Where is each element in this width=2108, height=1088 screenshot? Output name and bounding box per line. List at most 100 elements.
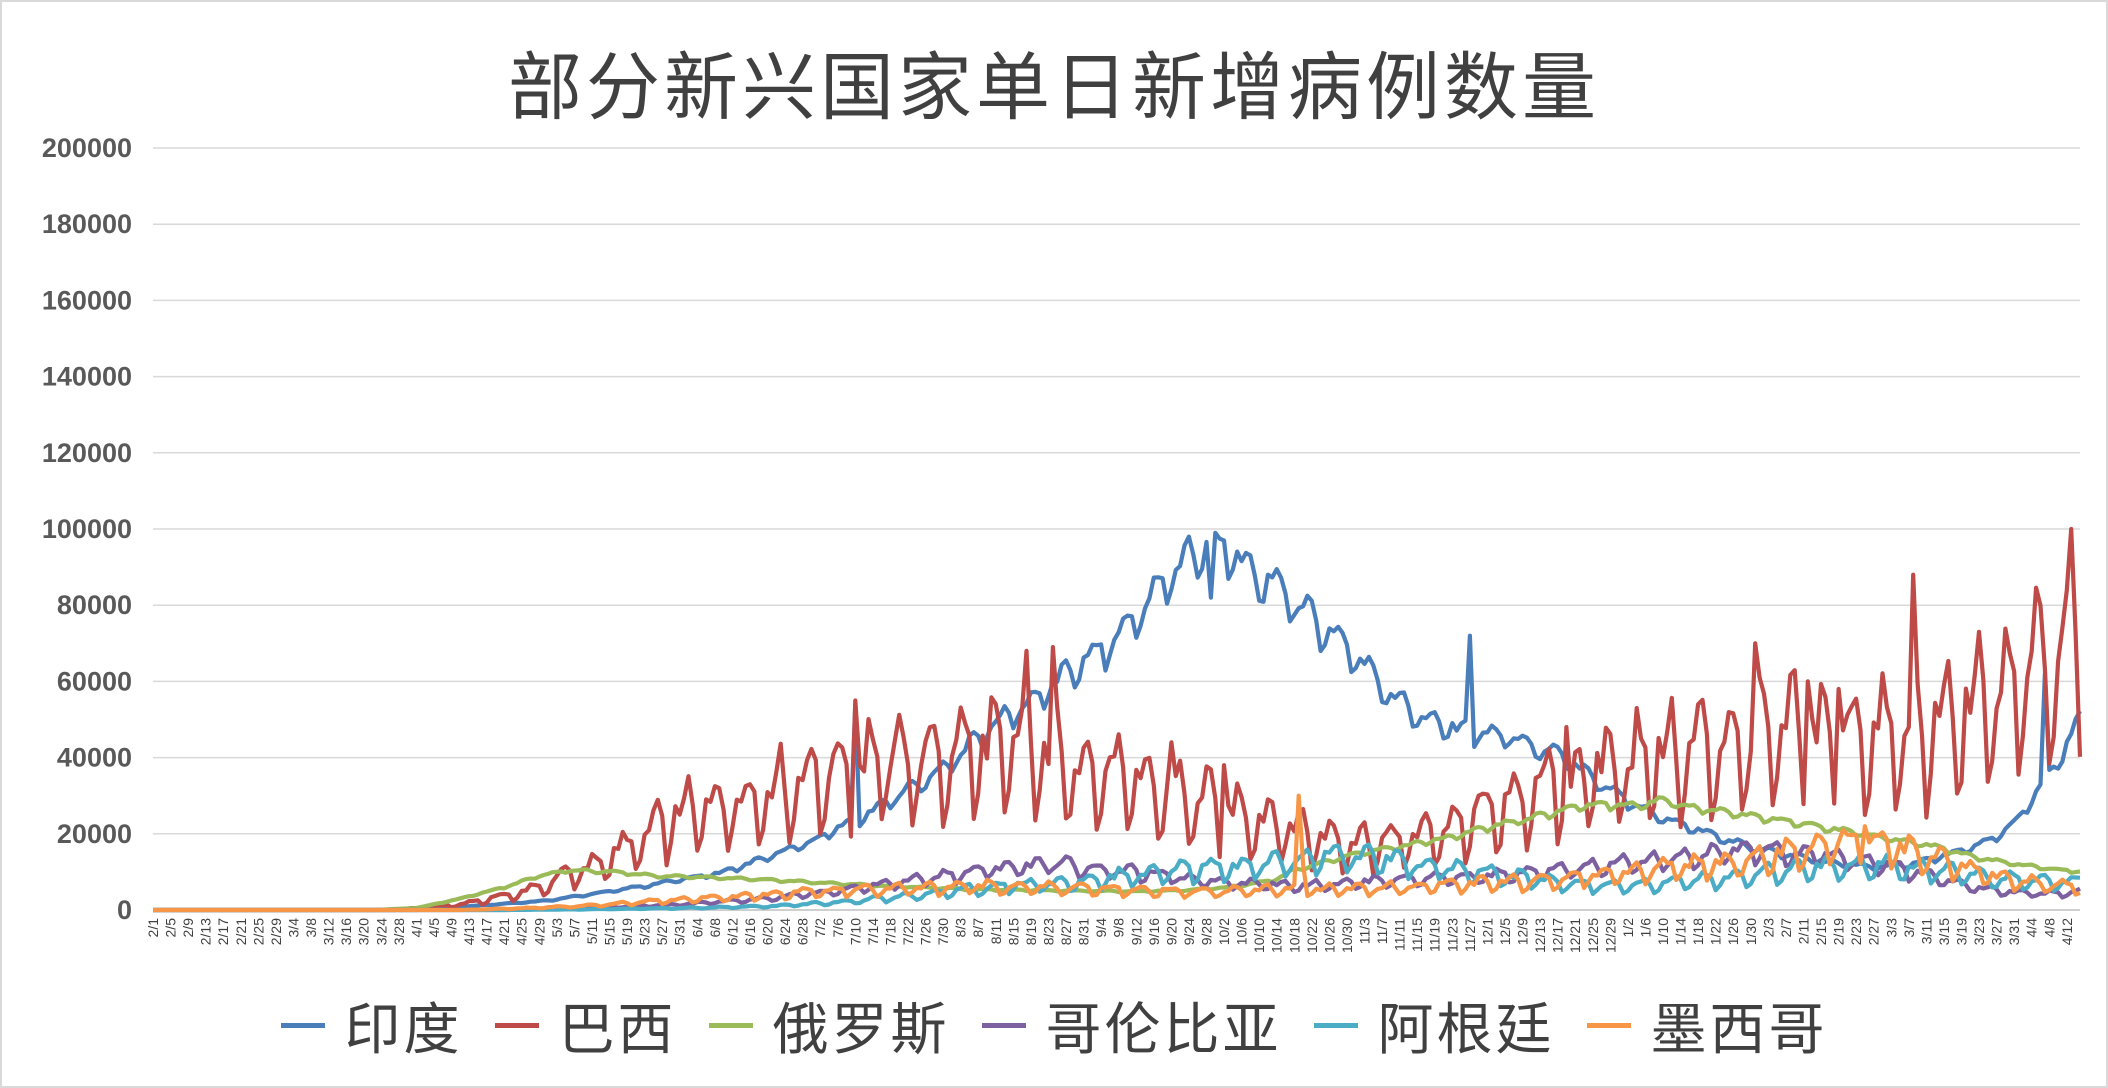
x-tick-label: 12/5 bbox=[1497, 918, 1513, 945]
x-tick-label: 3/31 bbox=[2006, 918, 2022, 945]
x-tick-label: 5/3 bbox=[549, 918, 565, 938]
x-tick-label: 4/17 bbox=[479, 918, 495, 945]
x-tick-label: 5/23 bbox=[637, 918, 653, 945]
x-tick-label: 3/15 bbox=[1936, 918, 1952, 945]
legend-swatch bbox=[981, 1023, 1026, 1028]
x-tick-label: 8/7 bbox=[970, 918, 986, 938]
x-tick-label: 8/15 bbox=[1005, 918, 1021, 945]
x-tick-label: 4/25 bbox=[514, 918, 530, 945]
x-tick-label: 3/12 bbox=[321, 918, 337, 945]
x-tick-label: 2/15 bbox=[1813, 918, 1829, 945]
x-tick-label: 3/8 bbox=[303, 918, 319, 938]
x-tick-label: 8/11 bbox=[988, 918, 1004, 944]
y-tick-label: 160000 bbox=[42, 285, 132, 315]
x-tick-label: 3/23 bbox=[1971, 918, 1987, 945]
x-tick-label: 4/8 bbox=[2041, 918, 2057, 938]
x-tick-label: 4/1 bbox=[408, 918, 424, 938]
x-tick-label: 3/28 bbox=[391, 918, 407, 945]
x-tick-label: 2/13 bbox=[198, 918, 214, 945]
legend-item: 俄罗斯 bbox=[708, 985, 950, 1066]
x-tick-label: 1/6 bbox=[1637, 918, 1653, 938]
x-tick-label: 7/14 bbox=[865, 918, 881, 945]
x-tick-label: 7/2 bbox=[812, 918, 828, 938]
x-tick-label: 3/27 bbox=[1989, 918, 2005, 945]
legend-swatch bbox=[494, 1023, 539, 1028]
x-tick-label: 3/19 bbox=[1953, 918, 1969, 945]
x-tick-label: 3/3 bbox=[1883, 918, 1899, 938]
x-tick-label: 2/11 bbox=[1795, 918, 1811, 944]
legend-item: 印度 bbox=[280, 985, 463, 1066]
x-tick-label: 2/29 bbox=[268, 918, 284, 945]
x-tick-label: 2/21 bbox=[233, 918, 249, 945]
y-tick-label: 200000 bbox=[42, 133, 132, 163]
x-tick-label: 4/29 bbox=[531, 918, 547, 945]
series-line-1 bbox=[153, 526, 2083, 913]
x-tick-label: 6/24 bbox=[777, 918, 793, 945]
series-line-5 bbox=[153, 793, 2081, 913]
x-tick-label: 7/10 bbox=[847, 918, 863, 945]
x-tick-label: 10/18 bbox=[1286, 918, 1302, 953]
x-tick-label: 2/27 bbox=[1866, 918, 1882, 945]
x-tick-label: 4/12 bbox=[2059, 918, 2075, 945]
y-tick-label: 120000 bbox=[42, 438, 132, 468]
y-tick-label: 0 bbox=[117, 895, 132, 925]
x-tick-label: 3/20 bbox=[356, 918, 372, 945]
legend-label: 墨西哥 bbox=[1650, 998, 1828, 1063]
y-tick-label: 40000 bbox=[57, 743, 132, 773]
x-tick-label: 11/19 bbox=[1427, 918, 1443, 952]
x-tick-label: 11/7 bbox=[1374, 918, 1390, 944]
x-tick-label: 9/16 bbox=[1146, 918, 1162, 945]
x-tick-label: 6/8 bbox=[707, 918, 723, 938]
x-tick-label: 10/10 bbox=[1251, 918, 1267, 953]
y-tick-label: 100000 bbox=[42, 514, 132, 544]
x-tick-label: 8/31 bbox=[1076, 918, 1092, 945]
x-tick-label: 12/25 bbox=[1585, 918, 1601, 953]
x-tick-label: 1/14 bbox=[1673, 918, 1689, 945]
x-tick-label: 7/26 bbox=[918, 918, 934, 945]
x-tick-label: 5/11 bbox=[584, 918, 600, 944]
x-tick-label: 9/24 bbox=[1181, 918, 1197, 945]
x-tick-label: 9/20 bbox=[1163, 918, 1179, 945]
legend-item: 阿根廷 bbox=[1313, 985, 1555, 1066]
x-tick-label: 4/13 bbox=[461, 918, 477, 945]
x-tick-label: 7/18 bbox=[882, 918, 898, 945]
x-tick-label: 5/7 bbox=[566, 918, 582, 938]
y-tick-label: 180000 bbox=[42, 209, 132, 239]
x-tick-label: 1/18 bbox=[1690, 918, 1706, 945]
legend-label: 印度 bbox=[344, 998, 463, 1063]
x-tick-label: 6/28 bbox=[795, 918, 811, 945]
legend: 印度 巴西 俄罗斯 哥伦比亚 阿根廷 墨西哥 bbox=[0, 985, 2108, 1066]
legend-label: 哥伦比亚 bbox=[1045, 998, 1282, 1063]
x-tick-label: 3/16 bbox=[338, 918, 354, 945]
x-tick-label: 2/9 bbox=[180, 918, 196, 938]
x-tick-label: 5/27 bbox=[654, 918, 670, 945]
x-tick-label: 6/12 bbox=[724, 918, 740, 945]
legend-label: 巴西 bbox=[558, 998, 677, 1063]
x-tick-label: 10/30 bbox=[1339, 918, 1355, 953]
series-line-0 bbox=[153, 530, 2082, 913]
x-tick-label: 6/20 bbox=[760, 918, 776, 945]
x-tick-label: 5/31 bbox=[672, 918, 688, 945]
x-tick-label: 1/2 bbox=[1620, 918, 1636, 938]
x-tick-label: 5/15 bbox=[602, 918, 618, 945]
x-tick-label: 2/7 bbox=[1778, 918, 1794, 938]
legend-swatch bbox=[1586, 1023, 1631, 1028]
x-tick-label: 8/23 bbox=[1040, 918, 1056, 945]
x-tick-label: 7/22 bbox=[900, 918, 916, 945]
x-tick-label: 4/21 bbox=[496, 918, 512, 945]
x-tick-label: 11/15 bbox=[1409, 918, 1425, 952]
x-tick-label: 1/30 bbox=[1743, 918, 1759, 945]
x-tick-label: 10/14 bbox=[1269, 918, 1285, 953]
x-tick-label: 2/25 bbox=[250, 918, 266, 945]
x-tick-label: 3/11 bbox=[1918, 918, 1934, 944]
x-tick-label: 1/10 bbox=[1655, 918, 1671, 945]
x-tick-label: 4/4 bbox=[2024, 918, 2040, 938]
x-tick-label: 4/9 bbox=[443, 918, 459, 938]
y-tick-label: 20000 bbox=[57, 819, 132, 849]
x-tick-label: 12/29 bbox=[1602, 918, 1618, 953]
x-tick-label: 9/4 bbox=[1093, 918, 1109, 938]
y-tick-label: 60000 bbox=[57, 666, 132, 696]
x-tick-label: 11/27 bbox=[1462, 918, 1478, 952]
legend-label: 阿根廷 bbox=[1377, 998, 1555, 1063]
